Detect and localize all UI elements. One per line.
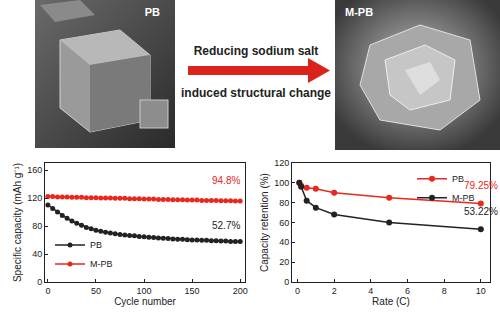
svg-text:0: 0 (37, 277, 42, 287)
svg-text:200: 200 (233, 286, 248, 296)
svg-text:0: 0 (45, 286, 50, 296)
svg-text:100: 100 (274, 178, 289, 188)
svg-text:160: 160 (27, 165, 42, 175)
svg-text:80: 80 (32, 221, 42, 231)
svg-text:120: 120 (27, 193, 42, 203)
svg-text:94.8%: 94.8% (212, 175, 240, 186)
svg-text:0: 0 (284, 277, 289, 287)
svg-text:20: 20 (279, 257, 289, 267)
svg-text:120: 120 (274, 158, 289, 168)
svg-text:Cycle number: Cycle number (114, 296, 176, 307)
svg-text:Reducing sodium salt: Reducing sodium salt (194, 44, 319, 58)
svg-text:79.25%: 79.25% (464, 180, 498, 191)
svg-text:50: 50 (91, 286, 101, 296)
svg-text:M-PB: M-PB (345, 6, 373, 18)
svg-text:40: 40 (279, 237, 289, 247)
svg-text:4: 4 (368, 286, 373, 296)
svg-text:100: 100 (137, 286, 152, 296)
svg-text:0: 0 (295, 286, 300, 296)
svg-text:52.7%: 52.7% (212, 220, 240, 231)
svg-text:8: 8 (442, 286, 447, 296)
svg-text:M-PB: M-PB (90, 259, 113, 269)
svg-text:Specific capacity (mAh g⁻¹): Specific capacity (mAh g⁻¹) (12, 163, 23, 282)
svg-text:M-PB: M-PB (452, 193, 475, 203)
svg-text:Rate (C): Rate (C) (372, 296, 410, 307)
svg-text:2: 2 (332, 286, 337, 296)
svg-text:150: 150 (185, 286, 200, 296)
svg-text:53.22%: 53.22% (464, 206, 498, 217)
svg-text:10: 10 (476, 286, 486, 296)
svg-text:6: 6 (405, 286, 410, 296)
svg-text:PB: PB (90, 240, 102, 250)
svg-text:60: 60 (279, 218, 289, 228)
svg-text:80: 80 (279, 198, 289, 208)
svg-text:Capacity retention (%): Capacity retention (%) (259, 173, 270, 272)
svg-text:PB: PB (452, 174, 464, 184)
svg-text:PB: PB (145, 6, 160, 18)
svg-text:induced structural change: induced structural change (181, 86, 331, 100)
svg-text:40: 40 (32, 249, 42, 259)
